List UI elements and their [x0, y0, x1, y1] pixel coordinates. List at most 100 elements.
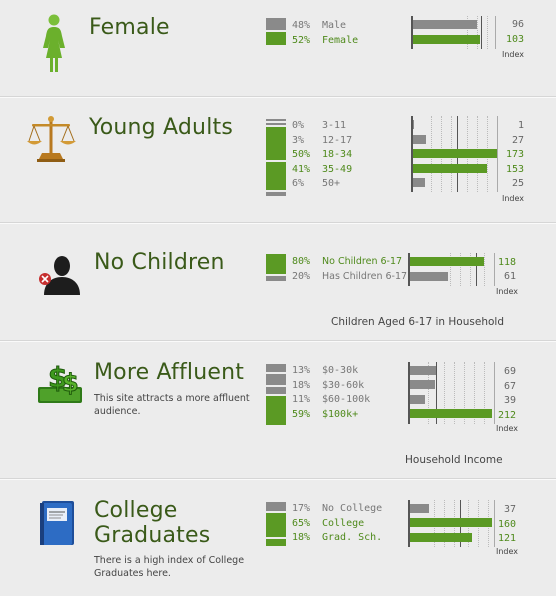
row-label: 12-17	[322, 134, 353, 146]
svg-text:$: $	[48, 361, 67, 394]
index-bar	[413, 20, 477, 29]
row-label: $30-60k	[322, 379, 365, 391]
index-chart	[408, 500, 496, 547]
index-value: 118	[497, 257, 516, 268]
female-icon	[43, 14, 65, 72]
chart-axis	[411, 16, 413, 49]
index-bar	[413, 149, 497, 158]
list-item: 6% 50+	[292, 177, 352, 192]
index-value: 153	[505, 164, 524, 175]
percent-value: 80%	[292, 256, 311, 267]
list-item: 48% Male	[292, 19, 358, 34]
percent-list: 80% No Children 6-17 20% Has Children 6-17	[292, 255, 407, 284]
stack-segment	[266, 502, 286, 511]
chart-gridline	[460, 253, 461, 286]
stack-segment	[266, 162, 286, 190]
index-bar	[410, 533, 472, 542]
index-bar	[410, 518, 492, 527]
stack-segment	[266, 539, 286, 546]
percent-value: 48%	[292, 20, 311, 31]
section-divider	[0, 222, 556, 223]
index-chart	[408, 362, 496, 424]
row-label: Has Children 6-17	[322, 270, 408, 282]
percent-value: 65%	[292, 517, 311, 529]
chart-gridline	[487, 16, 488, 49]
percent-stack	[266, 119, 286, 198]
index-value: 37	[503, 504, 516, 515]
index-value: 1	[517, 120, 524, 131]
percent-value: 20%	[292, 270, 311, 282]
index-value: 25	[511, 178, 524, 189]
section-divider	[0, 478, 556, 479]
index-chart	[411, 116, 499, 192]
percent-value: 11%	[292, 394, 311, 405]
stack-segment	[266, 364, 286, 372]
section-college-graduates: College Graduates There is a high index …	[0, 479, 556, 596]
index-bar	[410, 257, 484, 266]
row-label: 3-11	[322, 120, 347, 131]
percent-value: 18%	[292, 532, 311, 543]
section-title-line-2: Graduates	[94, 523, 211, 548]
chart-baseline	[476, 253, 477, 286]
index-bar	[413, 135, 426, 144]
index-value: 67	[503, 381, 516, 392]
chart-gridline	[454, 362, 455, 424]
index-value: 27	[511, 135, 524, 146]
chart-gridline	[484, 362, 485, 424]
index-chart	[408, 253, 496, 286]
chart-end-line	[495, 16, 496, 49]
book-icon	[40, 501, 74, 545]
row-label: No College	[322, 503, 383, 514]
percent-value: 18%	[292, 379, 311, 391]
chart-end-line	[494, 253, 495, 286]
section-title: Female	[89, 15, 170, 40]
chart-gridline	[464, 362, 465, 424]
stack-segment	[266, 18, 286, 30]
list-item: 52% Female	[292, 34, 358, 49]
chart-gridline	[474, 362, 475, 424]
section-female: Female 48% Male 52% Female 96 103 Index	[0, 0, 556, 96]
row-label: College	[322, 517, 365, 529]
stack-segment	[266, 127, 286, 160]
index-label: Index	[496, 547, 519, 556]
chart-axis	[408, 253, 410, 286]
percent-stack	[266, 254, 286, 283]
chart-axis	[408, 500, 410, 547]
index-bar	[413, 164, 487, 173]
index-value: 69	[503, 366, 516, 377]
row-label: Female	[322, 34, 359, 46]
index-bar	[413, 178, 425, 187]
stack-segment	[266, 119, 286, 121]
index-value: 96	[511, 19, 524, 30]
index-value: 160	[497, 519, 516, 530]
list-item: 17% No College	[292, 502, 382, 517]
chart-gridline	[467, 16, 468, 49]
index-value: 103	[505, 34, 524, 45]
percent-list: 17% No College 65% College 18% Grad. Sch.	[292, 502, 382, 546]
chart-end-line	[494, 362, 495, 424]
percent-value: 50%	[292, 149, 311, 160]
stack-segment	[266, 387, 286, 394]
row-label: No Children 6-17	[322, 256, 403, 267]
list-item: 41% 35-49	[292, 163, 352, 178]
percent-value: 3%	[292, 134, 305, 146]
section-description: There is a high index of College Graduat…	[94, 555, 245, 579]
stack-segment	[266, 276, 286, 281]
percent-list: 0% 3-11 3% 12-17 50% 18-34 41% 35-49 6% 50+	[292, 119, 352, 192]
index-label: Index	[502, 50, 525, 59]
row-label: 35-49	[322, 163, 353, 175]
percent-stack	[266, 364, 286, 427]
row-label: 18-34	[322, 149, 353, 160]
percent-stack	[266, 502, 286, 548]
list-item: 20% Has Children 6-17	[292, 270, 407, 285]
list-item: 18% $30-60k	[292, 379, 370, 394]
percent-value: 59%	[292, 408, 311, 420]
stack-segment	[266, 192, 286, 196]
index-bar	[410, 504, 429, 513]
section-title: No Children	[94, 250, 225, 275]
section-more-affluent: $ $ More Affluent This site attracts a m…	[0, 341, 556, 477]
chart-baseline	[436, 362, 437, 424]
index-value: 212	[497, 410, 516, 421]
section-young-adults: Young Adults 0% 3-11 3% 12-17 50% 18-34 41%…	[0, 97, 556, 221]
index-label: Index	[496, 424, 519, 433]
